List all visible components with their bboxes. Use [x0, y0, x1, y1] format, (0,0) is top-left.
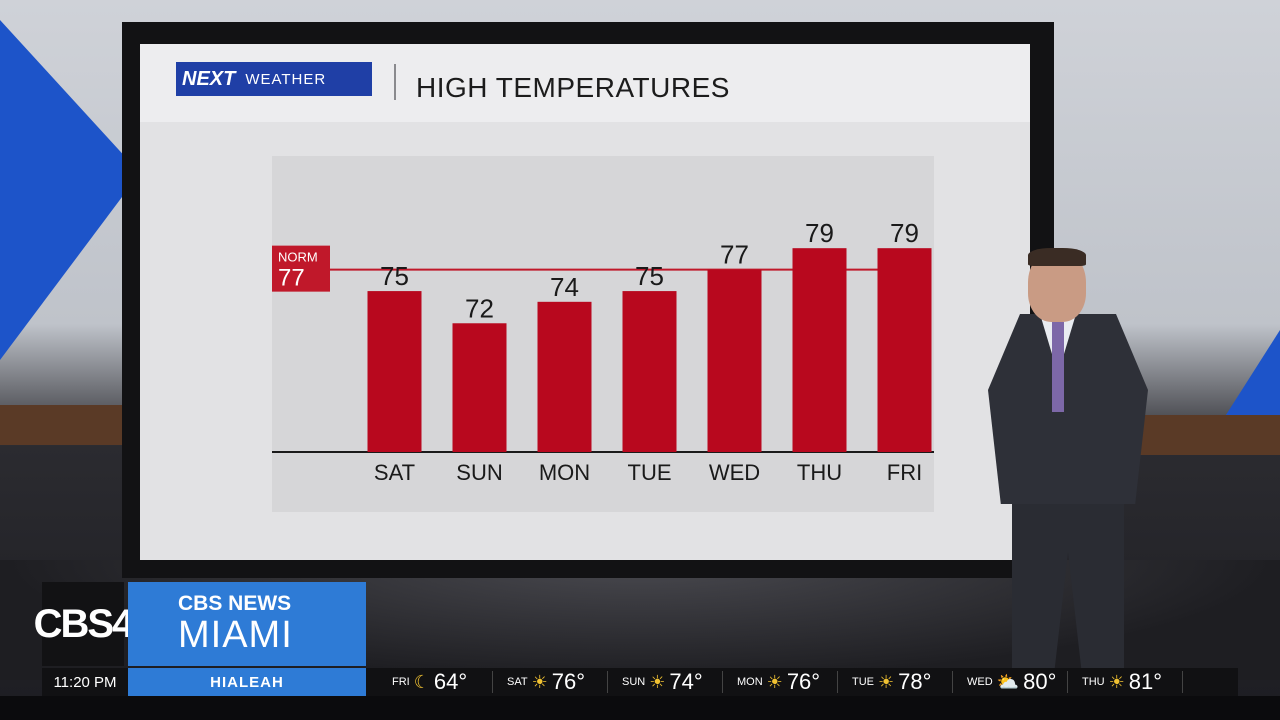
- weather-monitor: NEXT WEATHER HIGH TEMPERATURES NORM 77 75 S…: [122, 22, 1054, 578]
- bar: [367, 291, 422, 452]
- chart-title: HIGH TEMPERATURES: [416, 72, 730, 103]
- forecast-item: FRI ☾ 64°: [378, 669, 493, 694]
- next-weather-logo: NEXT WEATHER: [176, 62, 372, 96]
- x-tick-label: TUE: [628, 460, 672, 485]
- forecast-temp: 76°: [551, 669, 585, 694]
- partly-cloudy-icon: ⛅: [996, 671, 1020, 692]
- moon-icon: ☾: [413, 671, 430, 692]
- forecast-day: TUE: [852, 676, 874, 688]
- x-tick-label: SUN: [456, 460, 502, 485]
- forecast-item: SUN ☀ 74°: [608, 669, 723, 694]
- data-label: 72: [465, 293, 494, 323]
- weather-ticker: 11:20 PM HIALEAH FRI ☾ 64° SAT ☀ 76° SUN…: [42, 668, 1238, 696]
- normal-label-text: NORM: [278, 250, 318, 265]
- sun-icon: ☀: [878, 671, 895, 692]
- x-tick-label: FRI: [887, 460, 922, 485]
- forecast-temp: 78°: [898, 669, 932, 694]
- forecast-day: SUN: [622, 676, 646, 688]
- header-divider: [394, 64, 396, 100]
- forecast-day: FRI: [392, 676, 410, 688]
- forecast-day: MON: [737, 676, 763, 688]
- ticker-location: HIALEAH: [128, 668, 366, 696]
- sun-icon: ☀: [531, 671, 548, 692]
- forecast-temp: 80°: [1023, 669, 1057, 694]
- meteorologist: [968, 248, 1158, 670]
- data-label: 75: [380, 261, 409, 291]
- graphic-header: NEXT WEATHER HIGH TEMPERATURES: [140, 44, 1030, 122]
- brand-line2: MIAMI: [178, 614, 293, 656]
- bar: [537, 301, 592, 452]
- forecast-item: WED ⛅ 80°: [953, 669, 1068, 694]
- forecast-temp: 81°: [1128, 669, 1163, 694]
- forecast-temp: 74°: [669, 669, 703, 694]
- monitor-screen: NEXT WEATHER HIGH TEMPERATURES NORM 77 75 S…: [140, 44, 1030, 560]
- station-logo-text: CBS4: [33, 601, 135, 646]
- data-label: 77: [720, 240, 749, 270]
- chart-panel: NORM 77 75 SAT 72 SUN 74 MON 75 TUE 77 WED 79 THU 79 FR…: [272, 156, 934, 512]
- x-tick-label: MON: [539, 460, 590, 485]
- anchor-tie: [1052, 322, 1064, 412]
- forecast-item: THU ☀ 81°: [1068, 669, 1183, 694]
- anchor-hair: [1028, 248, 1086, 266]
- normal-label-box: [272, 245, 330, 292]
- sun-icon: ☀: [649, 671, 666, 692]
- bar: [877, 248, 932, 452]
- studio-desk-left: [0, 405, 140, 445]
- forecast-day: THU: [1082, 676, 1105, 688]
- logo-next-text: NEXT: [182, 67, 236, 90]
- anchor-legs: [1012, 502, 1124, 670]
- ticker-forecast: FRI ☾ 64° SAT ☀ 76° SUN ☀ 74° MON ☀ 76° …: [366, 669, 1183, 694]
- bar: [622, 291, 677, 452]
- station-branding: CBS NEWS MIAMI: [128, 582, 366, 666]
- brand-line1: CBS NEWS: [178, 592, 292, 615]
- sun-icon: ☀: [766, 671, 783, 692]
- normal-value-label: 77: [278, 265, 305, 292]
- station-bug: CBS4: [34, 582, 134, 666]
- logo-weather-text: WEATHER: [245, 70, 327, 88]
- data-label: 74: [550, 272, 579, 302]
- bar: [707, 269, 762, 452]
- x-tick-label: SAT: [374, 460, 415, 485]
- bar: [452, 323, 507, 452]
- data-label: 79: [805, 218, 834, 248]
- forecast-item: MON ☀ 76°: [723, 669, 838, 694]
- forecast-temp: 64°: [433, 669, 468, 694]
- bar: [792, 248, 847, 452]
- forecast-item: SAT ☀ 76°: [493, 669, 608, 694]
- data-label: 79: [890, 218, 919, 248]
- ticker-time: 11:20 PM: [53, 673, 117, 691]
- x-tick-label: THU: [797, 460, 842, 485]
- forecast-day: WED: [967, 676, 993, 688]
- footer-bar: [0, 696, 1280, 720]
- data-label: 75: [635, 261, 664, 291]
- x-tick-label: WED: [709, 460, 760, 485]
- forecast-temp: 76°: [786, 669, 821, 694]
- forecast-item: TUE ☀ 78°: [838, 669, 953, 694]
- forecast-day: SAT: [507, 676, 528, 688]
- anchor-suit: [988, 314, 1148, 504]
- sun-icon: ☀: [1108, 671, 1125, 692]
